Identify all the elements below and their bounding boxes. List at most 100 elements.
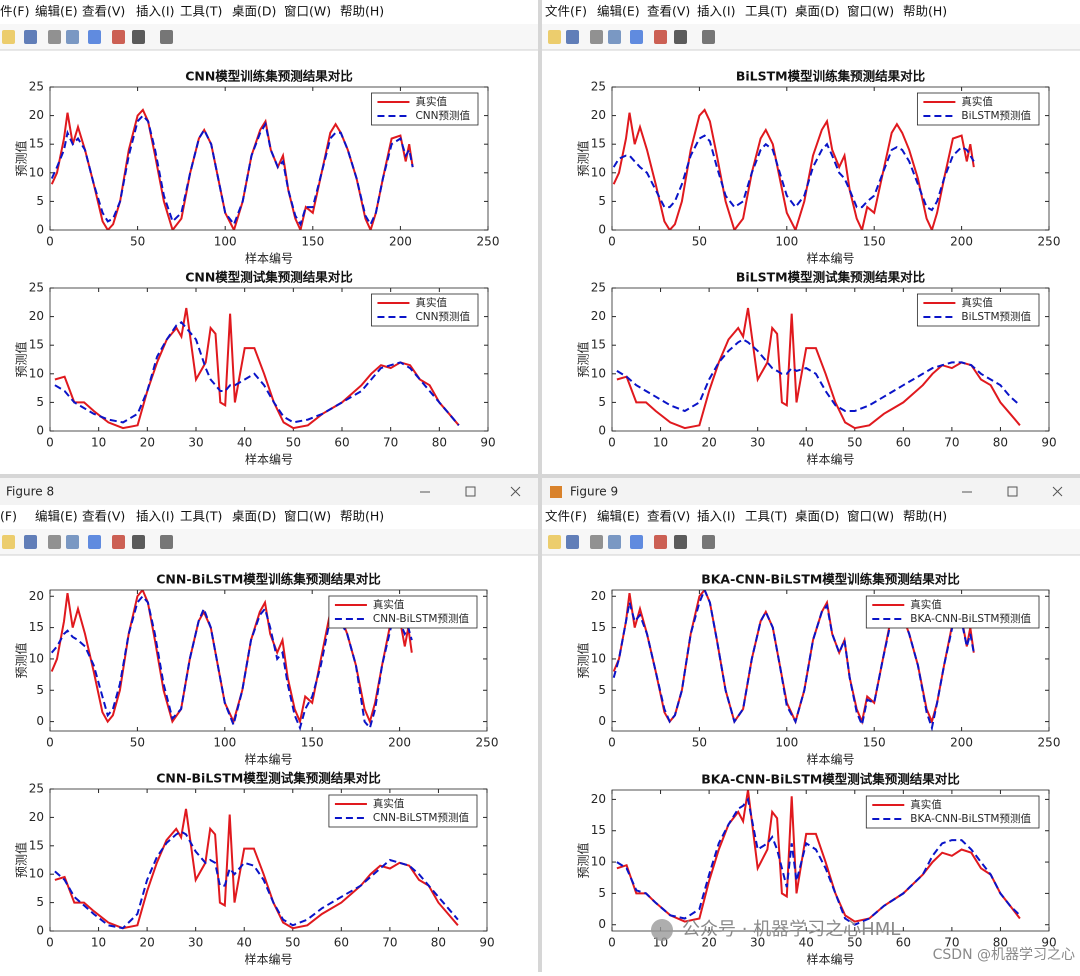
toolbar-button[interactable]	[702, 30, 715, 44]
menu-item[interactable]: 帮助(H)	[903, 509, 947, 524]
legend-label: CNN预测值	[415, 109, 470, 122]
title-bar	[542, 478, 1080, 505]
y-tick-label: 15	[591, 620, 606, 634]
toolbar-button[interactable]	[132, 30, 145, 44]
maximize-button[interactable]	[465, 486, 476, 497]
toolbar-button[interactable]	[590, 535, 603, 549]
menu-item[interactable]: 插入(I)	[136, 509, 174, 524]
menu-item[interactable]: 窗口(W)	[284, 4, 331, 19]
toolbar-button[interactable]	[566, 535, 579, 549]
menu-item[interactable]: 编辑(E)	[35, 509, 78, 524]
menu-item[interactable]: 插入(I)	[697, 509, 735, 524]
toolbar-button[interactable]	[24, 535, 37, 549]
chart-title: CNN模型训练集预测结果对比	[185, 69, 353, 84]
toolbar-button[interactable]	[2, 535, 15, 549]
toolbar-button[interactable]	[2, 30, 15, 44]
toolbar-button[interactable]	[548, 30, 561, 44]
window-divider	[538, 0, 542, 972]
menu-item[interactable]: 插入(I)	[136, 4, 174, 19]
x-tick-label: 50	[692, 235, 707, 249]
legend-label: CNN-BiLSTM预测值	[373, 811, 470, 824]
toolbar-button[interactable]	[590, 30, 603, 44]
menu-item[interactable]: 查看(V)	[647, 4, 690, 19]
toolbar-button[interactable]	[132, 535, 145, 549]
toolbar-button[interactable]	[654, 30, 667, 44]
menu-item[interactable]: 窗口(W)	[847, 509, 894, 524]
menu-item[interactable]: 窗口(W)	[284, 509, 331, 524]
window-title: Figure 9	[570, 485, 618, 499]
toolbar-button[interactable]	[608, 535, 621, 549]
toolbar-button[interactable]	[160, 535, 173, 549]
menu-item[interactable]: 编辑(E)	[35, 4, 78, 19]
menu-item[interactable]: 桌面(D)	[232, 509, 276, 524]
toolbar-button[interactable]	[88, 30, 101, 44]
menu-bar	[542, 505, 1080, 529]
menu-item[interactable]: 工具(T)	[745, 4, 787, 19]
toolbar-button[interactable]	[608, 30, 621, 44]
menu-item[interactable]: 帮助(H)	[340, 509, 384, 524]
legend-label: CNN-BiLSTM预测值	[373, 612, 470, 625]
toolbar-button[interactable]	[48, 30, 61, 44]
menu-bar	[0, 505, 538, 529]
menu-item[interactable]: 工具(T)	[180, 4, 222, 19]
series-line	[612, 108, 975, 230]
menu-item[interactable]: 桌面(D)	[795, 509, 839, 524]
toolbar-button[interactable]	[654, 535, 667, 549]
toolbar-button[interactable]	[160, 30, 173, 44]
series-line	[54, 830, 459, 930]
toolbar-button[interactable]	[630, 535, 643, 549]
toolbar	[0, 529, 538, 555]
series-line	[616, 790, 1021, 923]
series-line	[616, 797, 1021, 926]
menu-item[interactable]: 帮助(H)	[340, 4, 384, 19]
toolbar-button[interactable]	[566, 30, 579, 44]
menu-item[interactable]: 编辑(E)	[597, 509, 640, 524]
legend-box	[916, 293, 1040, 327]
maximize-button[interactable]	[1007, 486, 1018, 497]
y-tick-label: 5	[36, 194, 44, 208]
y-tick-label: 15	[29, 137, 44, 151]
toolbar-button[interactable]	[674, 30, 687, 44]
y-tick-label: 5	[36, 683, 44, 697]
menu-item[interactable]: 工具(T)	[180, 509, 222, 524]
x-tick-label: 250	[476, 736, 499, 750]
menu-item[interactable]: 窗口(W)	[847, 4, 894, 19]
menu-item[interactable]: 工具(T)	[745, 509, 787, 524]
x-tick-label: 60	[896, 436, 911, 450]
menu-item[interactable]: 文件(F)	[545, 4, 587, 19]
toolbar-button[interactable]	[24, 30, 37, 44]
axes: 0 10 20 30 40 50 60 70 80 90 0 5 10 15 20 25 BiLSTM模型测试集…	[576, 270, 1057, 467]
menu-item[interactable]: 查看(V)	[647, 509, 690, 524]
toolbar-button[interactable]	[112, 535, 125, 549]
chart-title: BiLSTM模型测试集预测结果对比	[736, 270, 926, 285]
toolbar-button[interactable]	[66, 30, 79, 44]
menu-item[interactable]: 件(F)	[0, 4, 29, 19]
toolbar-button[interactable]	[112, 30, 125, 44]
y-tick-label: 10	[29, 366, 44, 380]
menu-item[interactable]: 查看(V)	[82, 4, 125, 19]
menu-item[interactable]: 查看(V)	[82, 509, 125, 524]
toolbar-button[interactable]	[548, 535, 561, 549]
menu-item[interactable]: 文件(F)	[545, 509, 587, 524]
toolbar-button[interactable]	[66, 535, 79, 549]
menu-item[interactable]: 桌面(D)	[232, 4, 276, 19]
menu-item[interactable]: 帮助(H)	[903, 4, 947, 19]
y-tick-label: 25	[29, 281, 44, 295]
toolbar-button[interactable]	[48, 535, 61, 549]
watermark: CSDN @机器学习之心	[933, 947, 1075, 963]
toolbar-button[interactable]	[674, 535, 687, 549]
menu-item[interactable]: (F)	[0, 509, 17, 524]
close-button[interactable]	[510, 486, 521, 497]
legend-label: 真实值	[961, 296, 993, 309]
menu-item[interactable]: 桌面(D)	[795, 4, 839, 19]
toolbar-button[interactable]	[702, 535, 715, 549]
close-button[interactable]	[1052, 486, 1063, 497]
toolbar-button[interactable]	[88, 535, 101, 549]
menu-item[interactable]: 插入(I)	[697, 4, 735, 19]
chart-title: BiLSTM模型训练集预测结果对比	[736, 69, 926, 84]
menu-item[interactable]: 编辑(E)	[597, 4, 640, 19]
toolbar-button[interactable]	[630, 30, 643, 44]
